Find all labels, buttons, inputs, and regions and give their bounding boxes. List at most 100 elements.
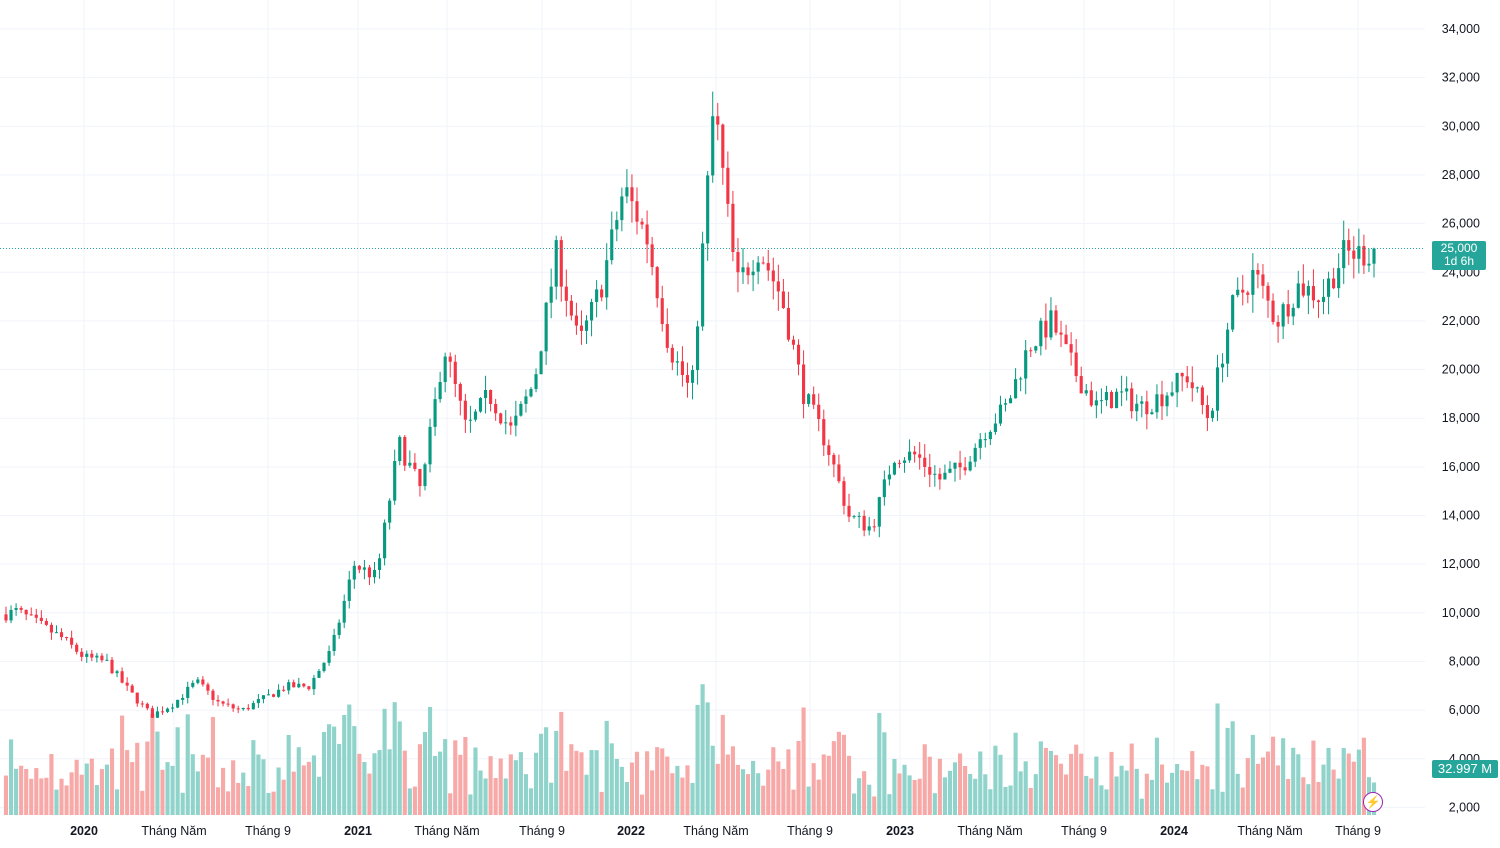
- candle-body: [600, 289, 604, 298]
- volume-bar: [155, 731, 160, 815]
- candle-body: [610, 229, 614, 261]
- price-axis[interactable]: 34,00032,00030,00028,00026,00024,00022,0…: [1442, 22, 1480, 814]
- volume-bar: [19, 765, 24, 815]
- volume-bar: [427, 707, 433, 815]
- candle-body: [650, 244, 654, 268]
- candle-body: [1256, 269, 1260, 275]
- volume-bar: [1099, 785, 1104, 815]
- candle-body: [867, 526, 871, 531]
- candle-body: [655, 267, 659, 299]
- volume-bar: [170, 765, 175, 815]
- volume-bar: [296, 747, 301, 815]
- candle-body: [1003, 403, 1008, 405]
- candle-body: [1180, 373, 1184, 377]
- candle-body: [342, 600, 346, 623]
- candle-body: [524, 396, 528, 404]
- candle-body: [716, 116, 720, 125]
- volume-bar: [781, 768, 786, 815]
- volume-bar: [1180, 770, 1185, 815]
- volume-bar: [816, 779, 821, 815]
- candle-body: [897, 462, 902, 464]
- volume-bar: [725, 754, 730, 815]
- candle-body: [372, 569, 377, 578]
- volume-bar: [1306, 784, 1311, 815]
- volume-bar: [54, 789, 59, 815]
- x-tick-label: Tháng 9: [1335, 824, 1381, 838]
- candle-body: [140, 703, 144, 705]
- candle-body: [1044, 320, 1048, 338]
- volume-bar: [453, 740, 458, 815]
- volume-bar: [1144, 773, 1149, 815]
- volume-bar: [523, 774, 529, 815]
- volume-bar: [650, 770, 655, 815]
- candle-body: [312, 677, 316, 690]
- candles: [4, 91, 1376, 718]
- time-axis[interactable]: 2020 Tháng Năm Tháng 9 2021 Tháng Năm Tháng 9…: [70, 824, 1381, 838]
- x-tick-label: Tháng Năm: [1237, 824, 1302, 838]
- candle-body: [176, 699, 180, 708]
- candle-body: [1220, 363, 1225, 368]
- volume-bar: [1291, 747, 1296, 815]
- candle-body: [282, 689, 286, 691]
- candle-body: [1241, 289, 1245, 293]
- candle-body: [317, 671, 321, 678]
- volume-bar: [84, 763, 89, 815]
- candle-body: [928, 466, 932, 475]
- volume-bar: [1270, 736, 1276, 815]
- grid: [0, 0, 1425, 815]
- volume-bar: [1260, 757, 1266, 815]
- volume-bar: [1351, 761, 1356, 815]
- candle-body: [1089, 390, 1093, 406]
- volume-bar: [1038, 741, 1043, 815]
- volume-bar: [993, 745, 998, 815]
- candle-body: [796, 344, 801, 365]
- candle-body: [1079, 376, 1083, 394]
- candle-body: [261, 695, 266, 700]
- candle-body: [1362, 246, 1366, 266]
- volume-bar: [1124, 770, 1129, 815]
- candle-body: [827, 445, 831, 455]
- candle-body: [120, 671, 124, 683]
- candle-body: [403, 436, 407, 466]
- candle-body: [171, 707, 175, 709]
- volume-bar: [533, 752, 539, 815]
- volume-bar: [937, 758, 942, 815]
- volume-bar: [569, 744, 574, 815]
- candle-body: [277, 689, 281, 697]
- volume-bar: [246, 786, 251, 815]
- candle-body: [418, 468, 422, 487]
- y-tick-label: 12,000: [1442, 557, 1480, 571]
- candle-body: [1034, 346, 1038, 351]
- volume-bar: [316, 776, 322, 815]
- candle-body: [287, 682, 291, 691]
- volume-bar: [433, 756, 438, 815]
- volume-bar: [1265, 751, 1271, 815]
- volume-bar: [1240, 787, 1245, 815]
- volume-bar: [549, 782, 554, 815]
- lightning-icon[interactable]: ⚡: [1363, 792, 1383, 812]
- candle-body: [1200, 387, 1204, 406]
- candle-body: [771, 270, 775, 282]
- volume-bar: [1215, 703, 1220, 815]
- volume-bar: [655, 747, 660, 815]
- volume-bar: [135, 742, 140, 815]
- candle-body: [1286, 304, 1290, 317]
- candle-body: [408, 462, 412, 466]
- volume-bar: [14, 768, 19, 815]
- candle-body: [776, 281, 780, 292]
- volume-bar: [1361, 737, 1366, 815]
- volume-bar: [513, 760, 518, 815]
- candle-body: [534, 374, 538, 389]
- candle-body: [968, 461, 972, 471]
- candle-body: [9, 609, 13, 621]
- x-tick-label: Tháng Năm: [683, 824, 748, 838]
- candle-body: [160, 711, 165, 713]
- candle-body: [110, 659, 114, 674]
- volume-bar: [104, 764, 110, 815]
- candle-body: [256, 699, 260, 704]
- volume-bar: [700, 684, 705, 815]
- volume-bar: [8, 739, 14, 815]
- volume-bar: [841, 734, 847, 815]
